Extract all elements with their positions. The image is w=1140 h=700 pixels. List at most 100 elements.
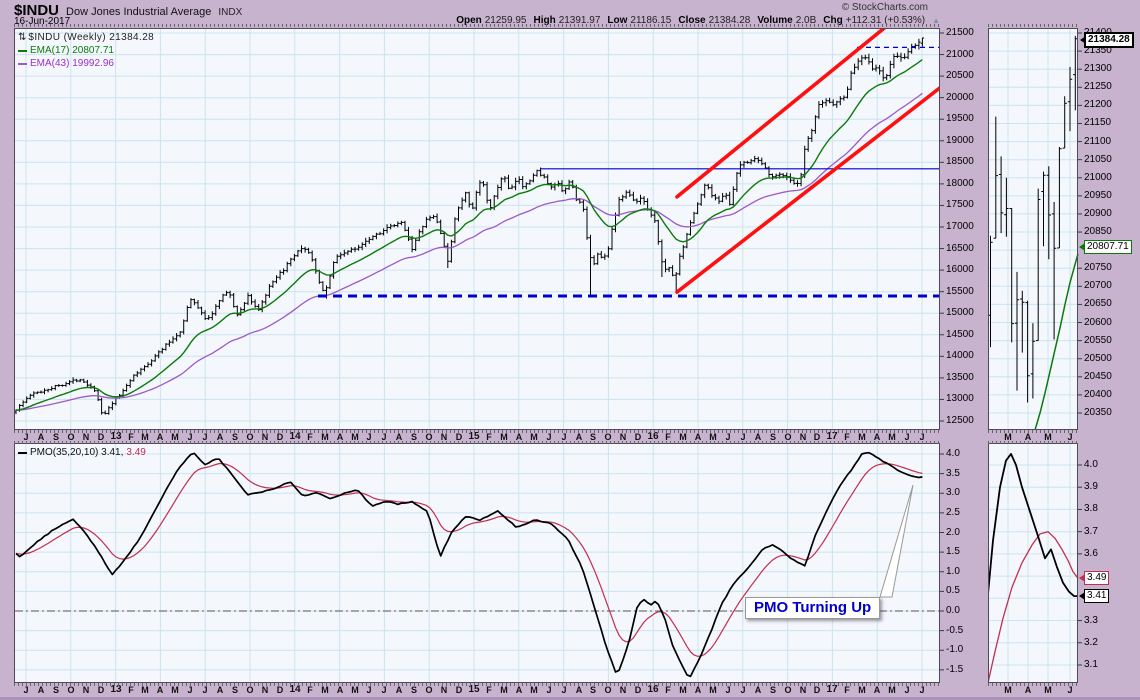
- ema17-value-box: 20807.71: [1084, 240, 1132, 254]
- symbol-exchange: INDX: [218, 7, 243, 18]
- x-axis-month-label: J: [561, 685, 567, 695]
- x-axis-month-label: J: [23, 685, 29, 695]
- zoom-pmo-chart: [988, 443, 1082, 683]
- y-axis-label: 1.0: [946, 565, 960, 577]
- x-axis-month-label: M: [141, 685, 149, 695]
- x-axis-month-label: M: [1044, 685, 1052, 695]
- x-axis-month-label: O: [784, 685, 792, 695]
- x-axis-month-label: F: [307, 685, 313, 695]
- x-axis-month-label: A: [694, 432, 702, 442]
- y-axis-label: 17500: [946, 199, 974, 211]
- x-axis-month-label: A: [156, 432, 164, 442]
- x-axis-month-label: A: [156, 685, 164, 695]
- x-axis-month-label: A: [515, 432, 523, 442]
- x-axis-month-label: S: [52, 432, 60, 442]
- y-axis-label: 4.0: [1084, 459, 1098, 470]
- x-axis-month-label: N: [82, 432, 90, 442]
- y-axis-label: 20400: [1084, 388, 1112, 400]
- copyright-text: © StockCharts.com: [841, 2, 928, 13]
- low-label: Low: [607, 15, 628, 26]
- pmo-value-box: 3.41: [1084, 589, 1110, 603]
- main-x-axis-bottom: J A S O N D 13 F M A M J J A S O N D 14 F M A M J J A S O N D 15 F M A M J J…: [14, 685, 940, 696]
- low-value: 21186.15: [630, 15, 672, 26]
- x-axis-month-label: N: [440, 432, 448, 442]
- pmo-legend: PMO(35,20,10) 3.41, 3.49: [18, 446, 146, 459]
- x-axis-month-label: M: [709, 432, 717, 442]
- y-axis-label: 1.5: [946, 546, 960, 558]
- x-axis-month-label: J: [202, 685, 208, 695]
- x-axis-month-label: J: [725, 432, 731, 442]
- x-axis-month-label: M: [530, 432, 538, 442]
- x-axis-month-label: F: [844, 685, 850, 695]
- y-axis-label: 19000: [946, 134, 974, 146]
- y-axis-label: 17000: [946, 220, 974, 232]
- axis-ticks: [14, 683, 940, 686]
- x-axis-month-label: J: [1067, 432, 1073, 442]
- x-axis-month-label: M: [679, 432, 687, 442]
- chg-label: Chg: [823, 15, 843, 26]
- x-axis-year-label: 16: [647, 431, 659, 442]
- ema17-legend: EMA(17) 20807.71: [30, 45, 114, 56]
- x-axis-month-label: M: [321, 685, 329, 695]
- y-axis-label: 20450: [1084, 370, 1112, 382]
- pmo-signal-value: 3.49: [126, 447, 146, 458]
- y-axis-label: 20850: [1084, 226, 1112, 238]
- y-axis-label: 21300: [1084, 63, 1112, 75]
- x-axis-month-label: M: [171, 432, 179, 442]
- x-axis-year-label: 15: [468, 431, 480, 442]
- y-axis-label: 20600: [1084, 316, 1112, 328]
- y-axis-label: 3.6: [1084, 547, 1098, 559]
- x-axis-month-label: S: [52, 685, 60, 695]
- x-axis-month-label: J: [725, 685, 731, 695]
- price-legend: ⇅ $INDU (Weekly) 21384.28 EMA(17) 20807.…: [18, 31, 154, 70]
- pmo-line-icon: [18, 451, 27, 454]
- x-axis-month-label: A: [37, 685, 45, 695]
- x-axis-month-label: F: [128, 432, 134, 442]
- y-axis-label: 20900: [1084, 207, 1112, 219]
- x-axis-month-label: N: [799, 685, 807, 695]
- x-axis-month-label: D: [634, 685, 642, 695]
- pmo-signal-box: 3.49: [1084, 571, 1110, 585]
- y-axis-label: 16000: [946, 264, 974, 276]
- x-axis-month-label: J: [23, 432, 29, 442]
- symbol-ticker: $INDU: [14, 2, 60, 19]
- x-axis-year-label: 15: [468, 684, 480, 695]
- x-axis-month-label: J: [546, 432, 552, 442]
- x-axis-month-label: M: [858, 685, 866, 695]
- x-axis-year-label: 16: [647, 684, 659, 695]
- chart-header: $INDU Dow Jones Industrial Average INDX: [14, 2, 242, 19]
- x-axis-month-label: S: [410, 432, 418, 442]
- x-axis-month-label: M: [351, 432, 359, 442]
- main-x-axis-top: J A S O N D 13 F M A M J J A S O N D 14 F M A M J J A S O N D 15 F M A M J J…: [14, 432, 940, 443]
- x-axis-month-label: M: [1004, 432, 1012, 442]
- volume-label: Volume: [757, 15, 793, 26]
- y-axis-label: 20500: [1084, 352, 1112, 364]
- x-axis-month-label: S: [410, 685, 418, 695]
- x-axis-month-label: A: [1024, 685, 1032, 695]
- axis-ticks: [14, 441, 940, 444]
- y-axis-label: 2.5: [946, 506, 960, 518]
- axis-ticks: [14, 24, 940, 27]
- y-axis-label: 20950: [1084, 189, 1112, 201]
- x-axis-month-label: D: [455, 432, 463, 442]
- x-axis-month-label: A: [336, 685, 344, 695]
- y-axis-label: 13000: [946, 393, 974, 405]
- x-axis-month-label: D: [455, 685, 463, 695]
- x-axis-year-label: 17: [826, 431, 838, 442]
- y-axis-label: 20000: [946, 91, 974, 103]
- y-axis-label: 21000: [1084, 171, 1112, 183]
- x-axis-year-label: 14: [289, 431, 301, 442]
- x-axis-month-label: J: [381, 685, 387, 695]
- chg-value: +112.31 (+0.53%): [845, 15, 926, 26]
- x-axis-month-label: D: [813, 685, 821, 695]
- x-axis-month-label: A: [37, 432, 45, 442]
- chart-date: 16-Jun-2017: [14, 16, 71, 27]
- x-axis-month-label: S: [231, 432, 239, 442]
- updown-arrows-icon: ⇅: [18, 32, 27, 43]
- x-axis-month-label: A: [694, 685, 702, 695]
- y-axis-label: 13500: [946, 371, 974, 383]
- x-axis-month-label: J: [366, 685, 372, 695]
- x-axis-month-label: O: [67, 685, 75, 695]
- y-axis-label: 21100: [1084, 135, 1112, 147]
